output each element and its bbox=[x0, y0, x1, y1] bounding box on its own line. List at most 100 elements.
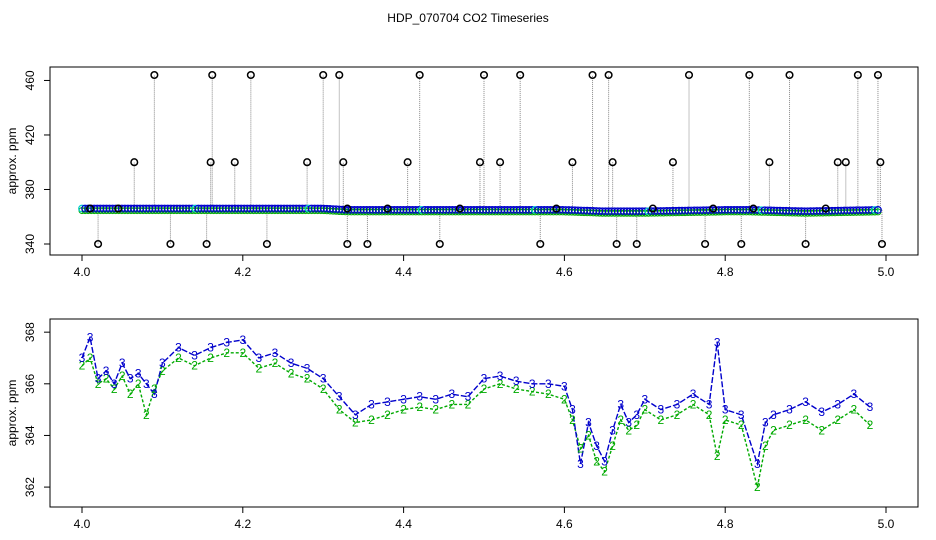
series-marker-3: 3 bbox=[609, 423, 616, 437]
outlier-point bbox=[206, 158, 215, 167]
series-marker-3: 3 bbox=[850, 387, 857, 401]
x-tick-label: 4.6 bbox=[556, 517, 573, 531]
series-marker-3: 3 bbox=[87, 330, 94, 344]
outlier-point bbox=[455, 204, 464, 213]
outlier-point bbox=[114, 204, 123, 213]
series-marker-3: 3 bbox=[722, 403, 729, 417]
bottom-y-ticks: 362 364 366 368 bbox=[23, 322, 50, 497]
series-marker-2: 2 bbox=[336, 403, 343, 417]
series-marker-2: 2 bbox=[786, 418, 793, 432]
series-marker-3: 3 bbox=[754, 457, 761, 471]
series-marker-2: 2 bbox=[416, 400, 423, 414]
outlier-point bbox=[130, 158, 139, 167]
outlier-point bbox=[303, 158, 312, 167]
series-marker-2: 2 bbox=[95, 377, 102, 391]
series-marker-2: 2 bbox=[850, 403, 857, 417]
series-marker-3: 3 bbox=[738, 408, 745, 422]
series-marker-2: 2 bbox=[714, 449, 721, 463]
y-tick-label: 460 bbox=[23, 70, 37, 90]
series-marker-2: 2 bbox=[111, 382, 118, 396]
series-marker-2: 2 bbox=[175, 351, 182, 365]
outlier-point bbox=[435, 239, 444, 249]
series-marker-2: 2 bbox=[119, 369, 126, 383]
series-marker-3: 3 bbox=[625, 416, 632, 430]
top-spike-lines bbox=[97, 75, 883, 244]
outlier-point bbox=[94, 239, 103, 249]
x-tick-label: 4.6 bbox=[556, 265, 573, 279]
bottom-series-lines bbox=[81, 334, 871, 488]
series-marker-2: 2 bbox=[151, 382, 158, 396]
outlier-point bbox=[833, 158, 842, 167]
series-marker-3: 3 bbox=[95, 372, 102, 386]
series-line-3 bbox=[81, 334, 871, 467]
series-marker-2: 2 bbox=[577, 441, 584, 455]
series-marker-3: 3 bbox=[151, 387, 158, 401]
series-marker-3: 3 bbox=[706, 397, 713, 411]
series-marker-2: 2 bbox=[658, 413, 665, 427]
series-marker-2: 2 bbox=[674, 408, 681, 422]
outlier-point bbox=[363, 239, 372, 249]
x-tick-label: 4.0 bbox=[74, 517, 91, 531]
series-marker-2: 2 bbox=[103, 372, 110, 386]
outlier-point bbox=[745, 70, 754, 80]
series-marker-3: 3 bbox=[513, 374, 520, 388]
x-tick-label: 4.2 bbox=[234, 517, 251, 531]
series-marker-2: 2 bbox=[569, 413, 576, 427]
series-marker-3: 3 bbox=[867, 400, 874, 414]
series-marker-2: 2 bbox=[593, 454, 600, 468]
series-marker-3: 3 bbox=[585, 416, 592, 430]
x-tick-label: 4.4 bbox=[395, 517, 412, 531]
outlier-point bbox=[608, 158, 617, 167]
series-marker-2: 2 bbox=[818, 423, 825, 437]
outlier-point bbox=[709, 204, 718, 213]
series-marker-3: 3 bbox=[561, 379, 568, 393]
series-marker-2: 2 bbox=[191, 359, 198, 373]
series-marker-3: 3 bbox=[272, 346, 279, 360]
outlier-point bbox=[853, 70, 862, 80]
series-marker-2: 2 bbox=[497, 377, 504, 391]
series-marker-3: 3 bbox=[545, 377, 552, 391]
outlier-point bbox=[339, 158, 348, 167]
series-marker-3: 3 bbox=[770, 408, 777, 422]
top-panel: approx. ppm 4.0 4.2 4.4 4.6 4.8 5.0 340 380 420… bbox=[5, 66, 919, 279]
x-tick-label: 5.0 bbox=[878, 265, 895, 279]
series-marker-3: 3 bbox=[577, 457, 584, 471]
series-marker-2: 2 bbox=[432, 403, 439, 417]
series-marker-3: 3 bbox=[320, 372, 327, 386]
series-marker-3: 3 bbox=[288, 356, 295, 370]
bottom-plot-frame bbox=[49, 318, 919, 508]
outlier-point bbox=[415, 70, 424, 80]
outlier-point bbox=[479, 70, 489, 80]
outlier-point bbox=[516, 70, 525, 80]
series-marker-2: 2 bbox=[239, 346, 246, 360]
series-marker-3: 3 bbox=[617, 397, 624, 411]
outlier-point bbox=[319, 70, 328, 80]
outlier-point bbox=[496, 158, 505, 167]
y-tick-label: 362 bbox=[23, 477, 37, 497]
series-marker-3: 3 bbox=[143, 377, 150, 391]
series-marker-2: 2 bbox=[79, 359, 86, 373]
series-marker-3: 3 bbox=[593, 439, 600, 453]
x-tick-label: 4.4 bbox=[395, 265, 412, 279]
series-marker-2: 2 bbox=[272, 356, 279, 370]
series-marker-2: 2 bbox=[400, 403, 407, 417]
outlier-point bbox=[335, 70, 344, 80]
y-tick-label: 366 bbox=[23, 373, 37, 393]
series-marker-2: 2 bbox=[320, 382, 327, 396]
series-marker-3: 3 bbox=[762, 416, 769, 430]
series-marker-2: 2 bbox=[633, 418, 640, 432]
series-marker-2: 2 bbox=[465, 397, 472, 411]
bottom-x-ticks: 4.0 4.2 4.4 4.6 4.8 5.0 bbox=[74, 507, 895, 531]
y-tick-label: 368 bbox=[23, 322, 37, 342]
series-marker-3: 3 bbox=[191, 348, 198, 362]
y-tick-label: 364 bbox=[23, 425, 37, 445]
outlier-point bbox=[150, 70, 159, 80]
series-line-2 bbox=[81, 352, 871, 488]
series-marker-2: 2 bbox=[448, 397, 455, 411]
series-marker-2: 2 bbox=[304, 372, 311, 386]
series-marker-2: 2 bbox=[738, 418, 745, 432]
outlier-point bbox=[841, 158, 850, 167]
series-marker-2: 2 bbox=[223, 346, 230, 360]
series-marker-3: 3 bbox=[633, 408, 640, 422]
series-marker-3: 3 bbox=[239, 333, 246, 347]
